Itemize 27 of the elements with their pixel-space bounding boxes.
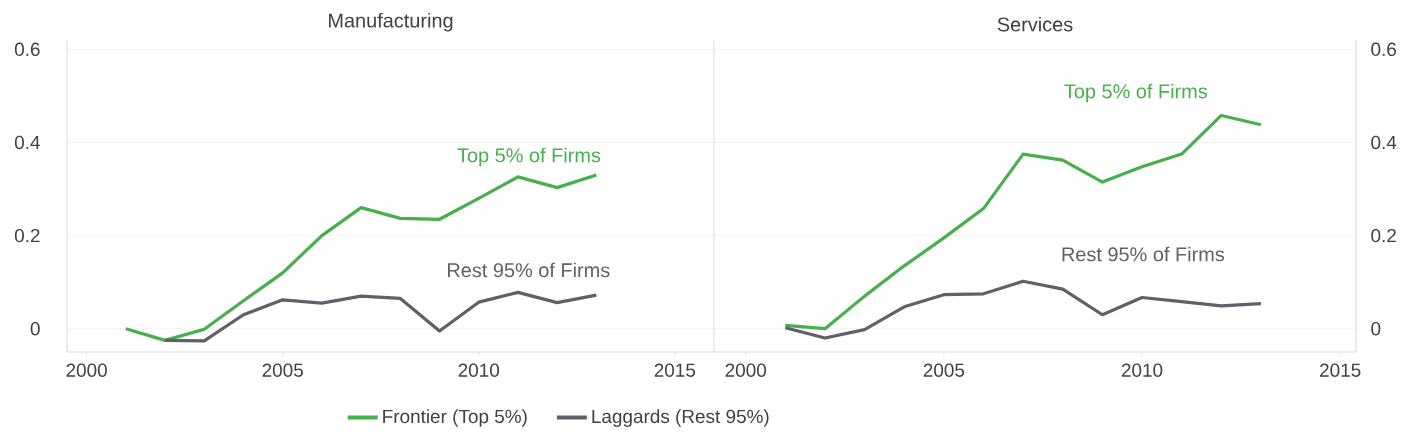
y-tick-label: 0 (30, 322, 40, 336)
annotation: Top 5% of Firms (1064, 83, 1208, 103)
x-tick-label: 2010 (1121, 363, 1163, 377)
chart-title: Manufacturing (329, 12, 453, 32)
y-tick-label: 0.2 (14, 228, 40, 243)
x-tick-label: 2005 (262, 363, 303, 377)
x-tick-label: 2015 (654, 363, 696, 377)
y-tick-label: 0.6 (1371, 42, 1396, 57)
x-tick-label: 2015 (1320, 363, 1361, 377)
y-tick-label: 0.4 (14, 135, 40, 150)
x-tick-label: 2010 (458, 363, 500, 377)
line-series (783, 113, 1263, 331)
x-tick-label: 2000 (66, 363, 107, 377)
line-series (783, 279, 1263, 340)
line-series (163, 290, 598, 343)
annotation: Top 5% of Firms (457, 147, 601, 167)
y-tick-label: 0.2 (1371, 228, 1396, 243)
y-tick-label: 0.6 (14, 42, 40, 57)
legend-label: Frontier (Top 5%) (383, 409, 527, 427)
y-tick-label: 0 (1371, 322, 1381, 336)
annotation: Rest 95% of Firms (1062, 246, 1225, 262)
x-tick-label: 2000 (725, 363, 767, 377)
legend-label: Laggards (Rest 95%) (592, 409, 769, 427)
annotation: Rest 95% of Firms (448, 262, 610, 278)
y-tick-label: 0.4 (1371, 135, 1397, 150)
chart-title: Services (997, 16, 1073, 32)
x-tick-label: 2005 (923, 363, 965, 377)
